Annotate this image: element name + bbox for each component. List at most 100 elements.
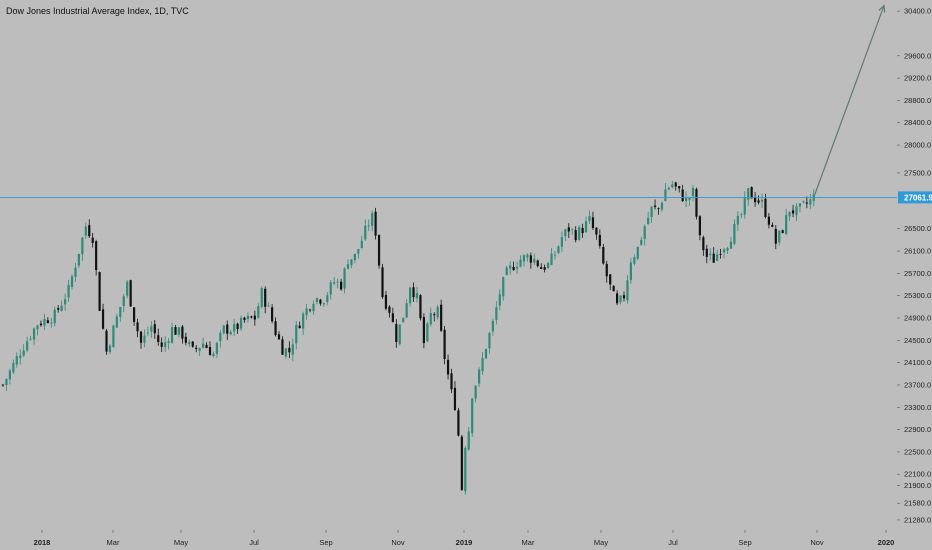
candle xyxy=(139,330,143,349)
candle xyxy=(591,211,595,230)
candle-body xyxy=(181,326,184,339)
candle xyxy=(440,299,443,333)
x-tick-label: Jul xyxy=(668,538,678,547)
x-tick-label: Mar xyxy=(107,538,120,547)
candle-body xyxy=(295,324,298,344)
candle xyxy=(602,243,605,265)
candle xyxy=(443,326,446,365)
candle-body xyxy=(505,267,508,276)
candle-body xyxy=(781,230,784,233)
candle-body xyxy=(19,355,22,359)
candle xyxy=(233,318,236,337)
candle xyxy=(502,276,505,301)
candle xyxy=(295,321,298,350)
candle-body xyxy=(629,262,632,281)
candle xyxy=(629,258,632,284)
candle xyxy=(515,261,519,274)
candle-body xyxy=(305,308,308,316)
candle xyxy=(222,324,225,335)
candle xyxy=(39,320,43,327)
candle xyxy=(281,336,284,355)
x-tick-label: 2018 xyxy=(34,538,51,547)
candle-body xyxy=(591,217,595,228)
candle-body xyxy=(422,317,425,344)
candle xyxy=(284,348,287,359)
candle-body xyxy=(785,215,788,235)
candle-body xyxy=(674,182,677,187)
candle-body xyxy=(616,293,619,304)
projection-arrow-line[interactable] xyxy=(813,5,885,198)
candle xyxy=(419,294,422,321)
candle xyxy=(333,276,336,286)
candle-body xyxy=(67,284,70,298)
candle-body xyxy=(574,230,577,241)
candle-body xyxy=(519,259,522,267)
candle xyxy=(426,321,429,343)
candle-body xyxy=(702,237,705,251)
time-axis: 2018 Mar May Jul Sep Nov 2019 Mar May Jul Sep Nov 20… xyxy=(34,530,894,547)
candle-body xyxy=(643,226,646,239)
y-tick-label: 30400.0 xyxy=(904,7,931,16)
candle xyxy=(122,294,125,313)
candle-body xyxy=(719,253,722,255)
candle xyxy=(32,327,36,345)
y-tick-label: 25300.0 xyxy=(904,291,931,300)
candle xyxy=(250,315,253,319)
candle-body xyxy=(653,205,657,208)
candle xyxy=(522,254,526,267)
candle-body xyxy=(740,214,743,216)
candle xyxy=(429,307,432,327)
candle xyxy=(253,310,256,326)
candle xyxy=(60,300,63,312)
candle-body xyxy=(174,327,177,335)
candle xyxy=(360,235,363,249)
candle xyxy=(712,247,715,263)
candle xyxy=(36,324,39,336)
candle-body xyxy=(619,295,622,303)
candle-body xyxy=(536,260,539,267)
candle xyxy=(305,303,308,320)
candle xyxy=(377,234,381,269)
candle-body xyxy=(129,280,132,307)
y-tick-label: 25700.0 xyxy=(904,269,931,278)
y-tick-label: 24500.0 xyxy=(904,336,931,345)
y-tick-label: 21280.0 xyxy=(904,515,931,524)
candle xyxy=(422,313,425,349)
candle xyxy=(788,211,791,221)
candle xyxy=(1,383,5,387)
candle-body xyxy=(357,248,360,254)
candle-body xyxy=(170,327,174,343)
candle-body xyxy=(260,288,263,307)
candle xyxy=(564,228,567,242)
candle-body xyxy=(757,200,760,203)
candle-body xyxy=(12,362,15,373)
candle xyxy=(774,225,777,250)
candle xyxy=(471,397,474,438)
candle-body xyxy=(605,263,608,277)
candle xyxy=(450,368,453,394)
candle xyxy=(809,194,812,210)
candle-body xyxy=(578,227,581,240)
candle-body xyxy=(84,226,87,236)
x-tick-label: Jul xyxy=(249,538,259,547)
x-tick-label: Nov xyxy=(810,538,824,547)
candle-body xyxy=(57,308,60,310)
candle xyxy=(536,259,539,268)
candle xyxy=(81,236,84,261)
candle-body xyxy=(53,309,56,324)
candle xyxy=(308,308,312,313)
candle xyxy=(702,235,705,256)
candle-body xyxy=(281,339,284,355)
candle xyxy=(671,180,674,189)
candle-body xyxy=(243,317,246,321)
candle-body xyxy=(391,313,394,322)
candle-body xyxy=(529,255,532,263)
candle xyxy=(88,219,91,238)
candle xyxy=(695,187,698,220)
candle xyxy=(264,286,267,314)
candle-body xyxy=(802,201,805,203)
candle xyxy=(678,185,681,193)
candle-body xyxy=(77,253,80,266)
candle xyxy=(188,339,191,347)
